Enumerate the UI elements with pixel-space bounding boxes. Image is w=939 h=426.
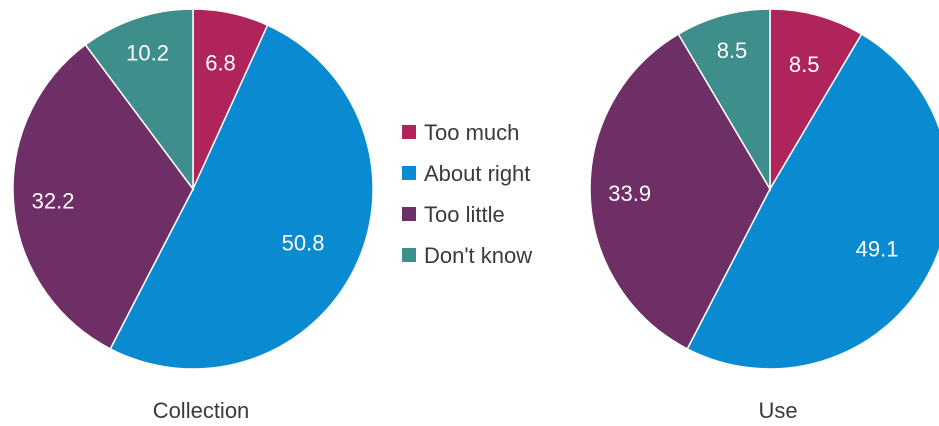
legend-label-too-little: Too little	[424, 202, 505, 227]
slice-label-collection-don-t-know: 10.2	[126, 40, 169, 65]
pie-slice-collection-too-little	[12, 43, 194, 350]
slice-label-use-about-right: 49.1	[856, 236, 899, 261]
slice-label-use-too-little: 33.9	[608, 181, 651, 206]
legend-label-too-much: Too much	[424, 120, 519, 145]
legend-item-too-little: Too little	[402, 202, 505, 227]
slice-label-collection-about-right: 50.8	[282, 231, 325, 256]
legend-item-too-much: Too much	[402, 120, 519, 145]
pie-chart-use: 8.5 49.1 33.9 8.5	[589, 8, 939, 370]
caption-collection: Collection	[153, 398, 250, 423]
slice-label-use-don-t-know: 8.5	[717, 38, 748, 63]
legend-swatch-about-right	[402, 166, 416, 180]
legend-swatch-dont-know	[402, 248, 416, 262]
pie-slice-use-too-much	[769, 8, 863, 192]
legend-swatch-too-little	[402, 207, 416, 221]
slice-label-use-too-much: 8.5	[789, 52, 820, 77]
pie-slice-use-about-right	[686, 33, 939, 370]
pie-slice-collection-about-right	[109, 24, 374, 370]
caption-use: Use	[758, 398, 797, 423]
legend-swatch-too-much	[402, 125, 416, 139]
slice-label-collection-too-little: 32.2	[32, 189, 75, 214]
legend-label-dont-know: Don't know	[424, 243, 532, 268]
legend: Too much About right Too little Don't kn…	[402, 120, 532, 268]
pie-slice-collection-don-t-know	[84, 8, 194, 192]
slice-label-collection-too-much: 6.8	[205, 50, 236, 75]
legend-item-dont-know: Don't know	[402, 243, 532, 268]
pie-slice-use-don-t-know	[677, 8, 771, 192]
pie-chart-collection: 6.8 50.8 32.2 10.2	[12, 8, 374, 370]
legend-label-about-right: About right	[424, 161, 530, 186]
pie-slice-use-too-little	[589, 33, 771, 350]
legend-item-about-right: About right	[402, 161, 530, 186]
